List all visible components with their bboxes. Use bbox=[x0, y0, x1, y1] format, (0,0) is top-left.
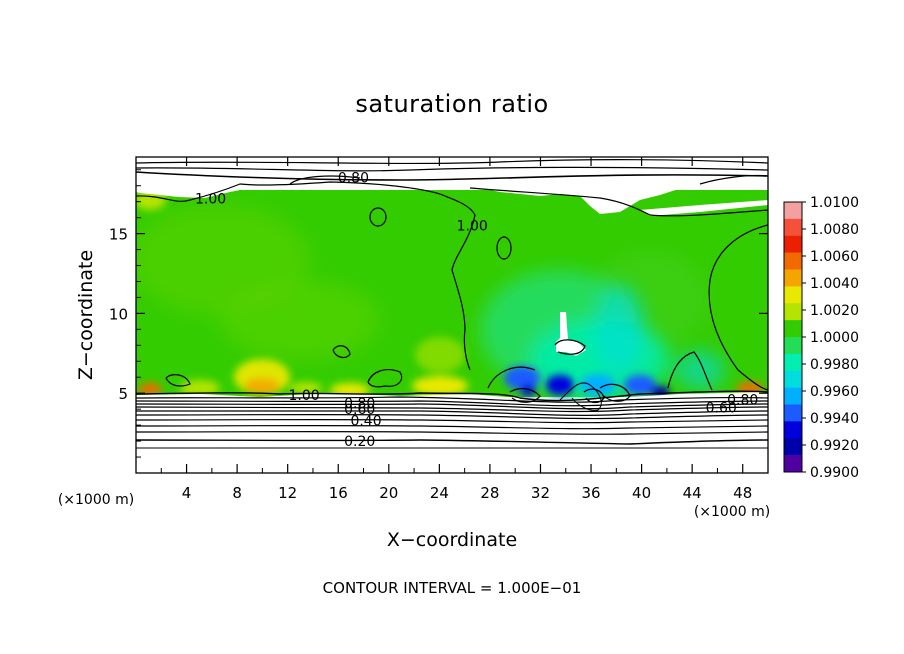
x-tick-label: 44 bbox=[683, 484, 702, 502]
y-axis-ticks: 5 10 15 bbox=[109, 169, 768, 458]
colorbar-swatch bbox=[784, 218, 802, 237]
colorbar-label: 0.9980 bbox=[810, 357, 859, 373]
colorbar-swatch bbox=[784, 337, 802, 355]
colorbar-swatch bbox=[784, 370, 802, 388]
colorbar-swatch bbox=[784, 202, 802, 220]
colorbar-swatch bbox=[784, 404, 802, 422]
x-tick-label: 12 bbox=[278, 484, 297, 502]
heatmap-field bbox=[136, 157, 768, 473]
colorbar-swatch bbox=[784, 303, 802, 321]
contour-labels: 0.801.001.001.00 0.800.600.400.200.800.60 bbox=[195, 171, 758, 450]
plot-frame bbox=[135, 156, 769, 474]
x-tick-label: 48 bbox=[733, 484, 752, 502]
x-tick-label: 8 bbox=[232, 484, 242, 502]
colorbar-label: 1.0000 bbox=[810, 330, 859, 346]
colorbar-label: 0.9920 bbox=[810, 438, 859, 454]
colorbar-swatch bbox=[784, 438, 802, 456]
colorbar-swatch bbox=[784, 421, 802, 439]
y-tick-label: 15 bbox=[109, 226, 128, 244]
contour-label: 1.00 bbox=[457, 219, 488, 235]
x-axis-ticks: 4 8 12 16 20 24 28 32 36 40 44 48 bbox=[160, 157, 752, 502]
x-tick-label: 32 bbox=[531, 484, 550, 502]
colorbar-swatch bbox=[784, 286, 802, 304]
y-unit-label: (×1000 m) bbox=[58, 492, 134, 508]
contour-label: 1.00 bbox=[195, 191, 226, 207]
y-axis-title: Z−coordinate bbox=[75, 250, 97, 380]
x-tick-label: 28 bbox=[480, 484, 499, 502]
contour-label: 0.60 bbox=[706, 401, 737, 417]
contour-label: 1.00 bbox=[289, 388, 320, 404]
colorbar-swatch bbox=[784, 455, 802, 473]
x-tick-label: 36 bbox=[581, 484, 600, 502]
colorbar-label: 0.9960 bbox=[810, 384, 859, 400]
y-tick-label: 5 bbox=[118, 385, 128, 403]
colorbar-label: 1.0040 bbox=[810, 276, 859, 292]
x-axis-title: X−coordinate bbox=[387, 529, 517, 551]
x-tick-label: 16 bbox=[329, 484, 348, 502]
colorbar-swatch bbox=[784, 269, 802, 287]
y-tick-label: 10 bbox=[109, 305, 128, 323]
contour-1-00-bottom bbox=[136, 390, 768, 402]
colorbar-swatch bbox=[784, 252, 802, 270]
colorbar: 1.0100 1.0080 1.0060 1.0040 1.0020 1.0000 0.99… bbox=[783, 195, 859, 481]
colorbar-label: 0.9940 bbox=[810, 411, 859, 427]
contour-label: 0.40 bbox=[350, 413, 381, 429]
contour-label: 0.80 bbox=[344, 396, 375, 412]
x-tick-label: 4 bbox=[182, 484, 192, 502]
colorbar-label: 1.0100 bbox=[810, 195, 859, 211]
colorbar-swatch bbox=[784, 387, 802, 405]
x-unit-label: (×1000 m) bbox=[694, 504, 770, 520]
contour-lines bbox=[136, 159, 768, 449]
contour-1-00-top bbox=[136, 181, 476, 371]
contour-label: 0.20 bbox=[344, 434, 375, 450]
contour-label: 0.80 bbox=[338, 171, 369, 187]
colorbar-label: 1.0020 bbox=[810, 303, 859, 319]
colorbar-label: 0.9900 bbox=[810, 465, 859, 481]
colorbar-label: 1.0080 bbox=[810, 222, 859, 238]
colorbar-swatch bbox=[784, 235, 802, 253]
contour-interval-note: CONTOUR INTERVAL = 1.000E−01 bbox=[323, 579, 582, 597]
contour-label: 0.80 bbox=[727, 393, 758, 409]
chart-title: saturation ratio bbox=[355, 90, 548, 118]
colorbar-label: 1.0060 bbox=[810, 249, 859, 265]
x-tick-label: 40 bbox=[632, 484, 651, 502]
x-tick-label: 20 bbox=[379, 484, 398, 502]
contour-label: 0.60 bbox=[344, 402, 375, 418]
colorbar-swatch bbox=[784, 353, 802, 372]
colorbar-swatch bbox=[784, 320, 802, 338]
x-tick-label: 24 bbox=[430, 484, 449, 502]
